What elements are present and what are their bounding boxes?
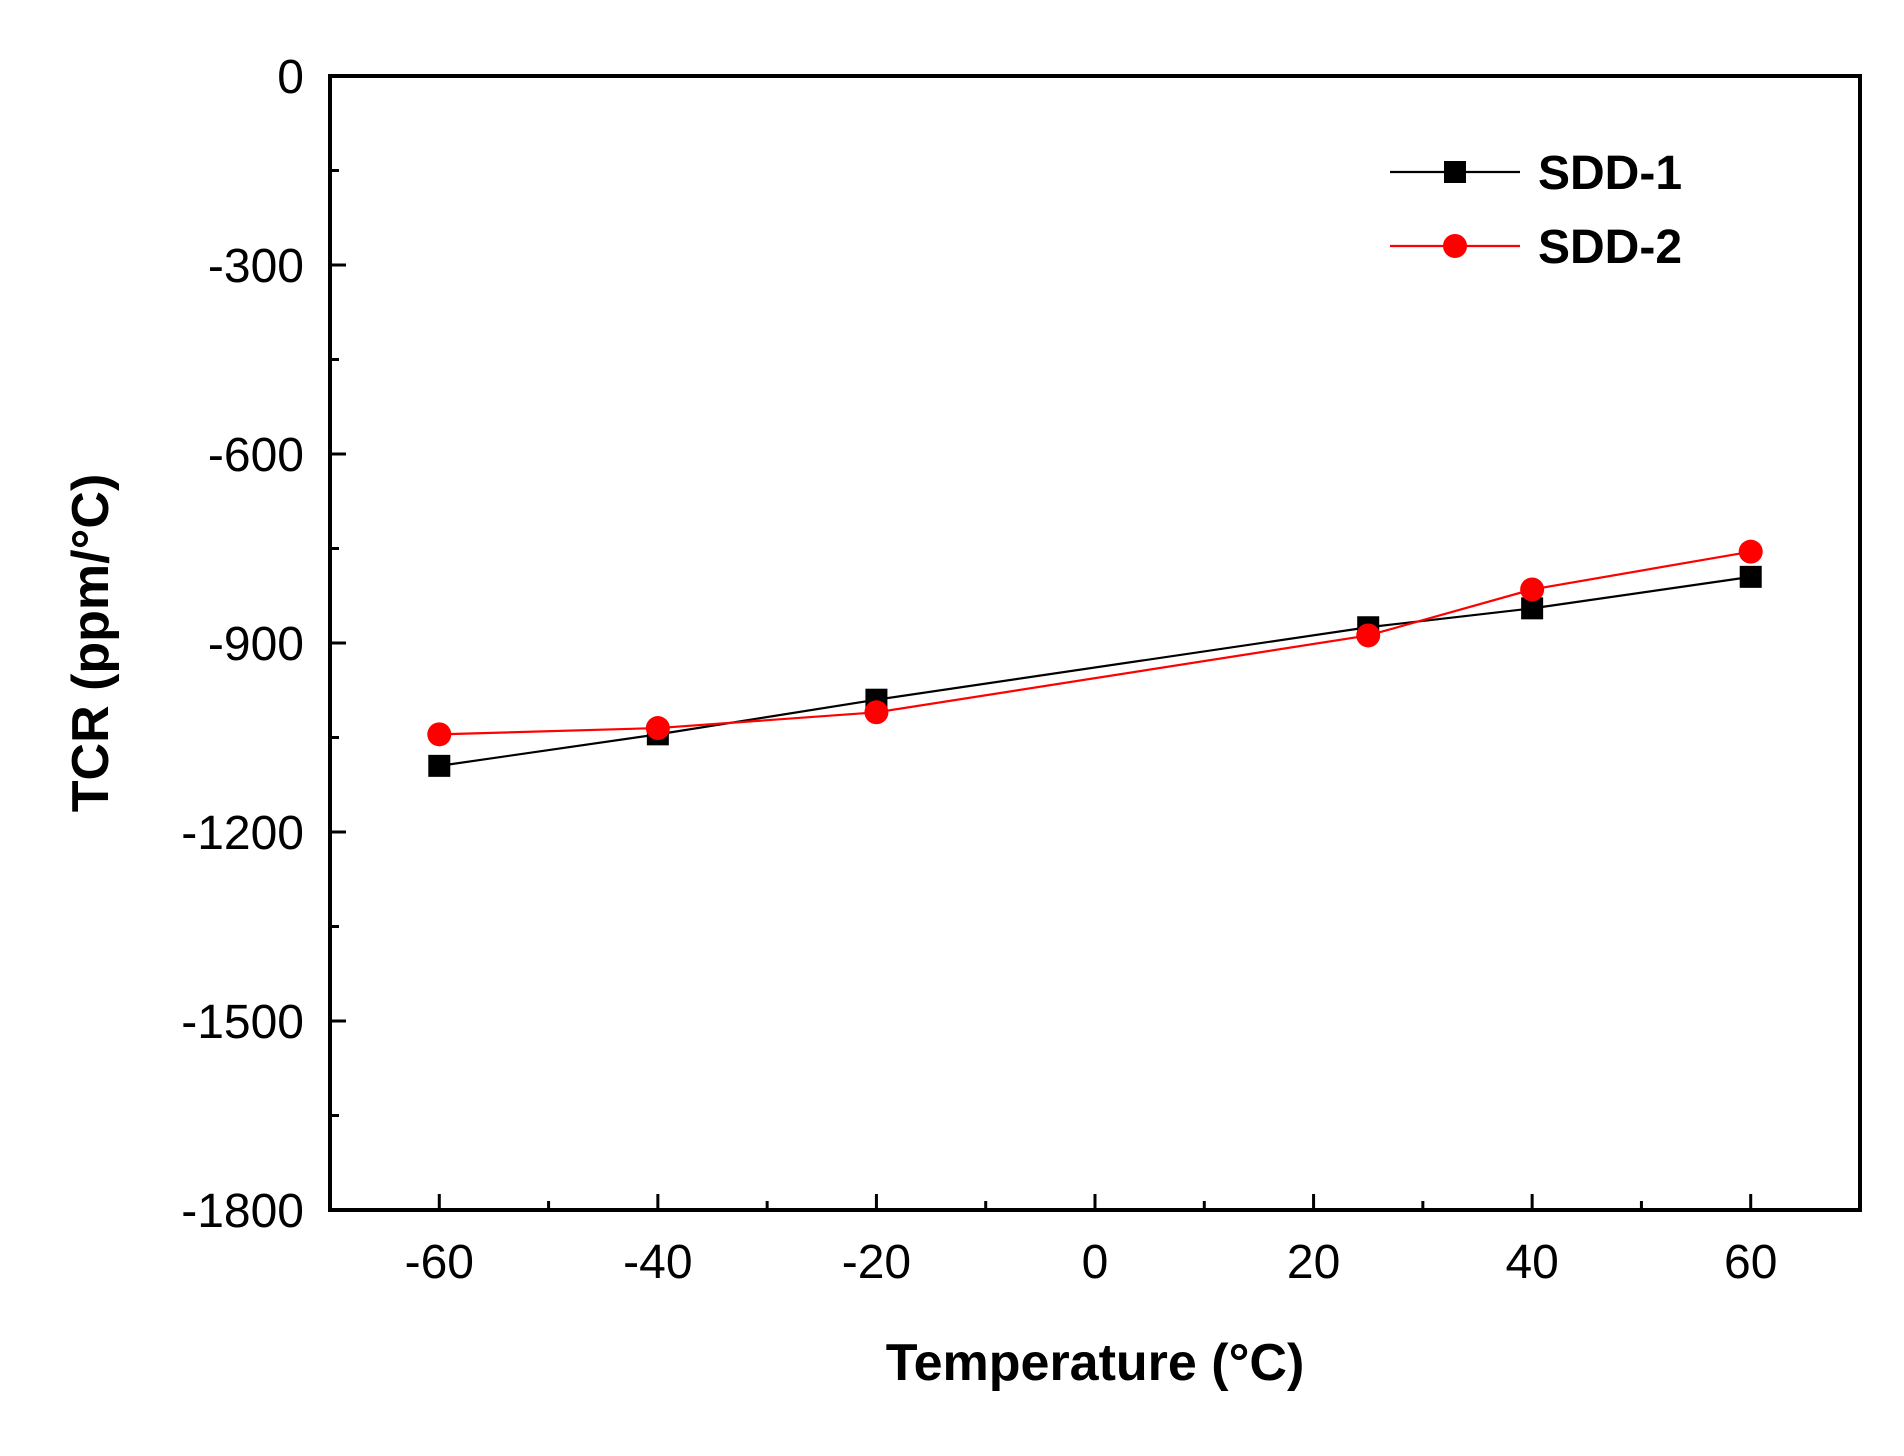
y-tick-label: 0 (277, 51, 304, 104)
x-tick-label: -60 (405, 1236, 474, 1289)
y-tick-label: -300 (208, 240, 304, 293)
data-point (645, 716, 670, 741)
data-point (428, 754, 451, 777)
y-axis-title: TCR (ppm/°C) (62, 474, 120, 813)
y-tick-label: -600 (208, 429, 304, 482)
data-point (1739, 565, 1762, 588)
legend-marker (1444, 161, 1466, 183)
y-tick-label: -1500 (181, 996, 304, 1049)
x-axis: -60 -40 -20 0 20 40 60 (405, 1194, 1777, 1289)
y-tick-label: -1800 (181, 1185, 304, 1238)
data-point (1521, 597, 1544, 620)
x-tick-label: -20 (842, 1236, 911, 1289)
series-sdd-1 (428, 565, 1762, 777)
y-axis: 0 -300 -600 -900 -1200 -1500 -1800 (181, 51, 346, 1238)
legend-label: SDD-2 (1538, 221, 1682, 274)
x-tick-label: 20 (1287, 1236, 1340, 1289)
data-point (1520, 577, 1545, 602)
legend: SDD-1 SDD-2 (1390, 147, 1682, 274)
legend-item-sdd-1: SDD-1 (1390, 147, 1682, 200)
x-tick-label: 60 (1724, 1236, 1777, 1289)
data-point (427, 722, 452, 747)
series-layer (427, 539, 1763, 777)
legend-label: SDD-1 (1538, 147, 1682, 200)
legend-item-sdd-2: SDD-2 (1390, 221, 1682, 274)
legend-marker (1443, 234, 1467, 258)
series-line (439, 550, 1751, 736)
data-point (864, 700, 889, 725)
y-tick-label: -900 (208, 618, 304, 671)
data-point (1356, 623, 1381, 648)
y-tick-label: -1200 (181, 807, 304, 860)
series-line (439, 575, 1751, 767)
series-sdd-2 (427, 539, 1763, 747)
x-tick-label: 0 (1082, 1236, 1109, 1289)
x-tick-label: 40 (1505, 1236, 1558, 1289)
x-tick-label: -40 (623, 1236, 692, 1289)
x-axis-title: Temperature (°C) (886, 1334, 1305, 1392)
data-point (1738, 539, 1763, 564)
